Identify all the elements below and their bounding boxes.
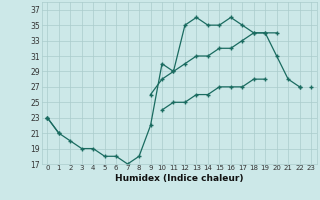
X-axis label: Humidex (Indice chaleur): Humidex (Indice chaleur) — [115, 174, 244, 183]
